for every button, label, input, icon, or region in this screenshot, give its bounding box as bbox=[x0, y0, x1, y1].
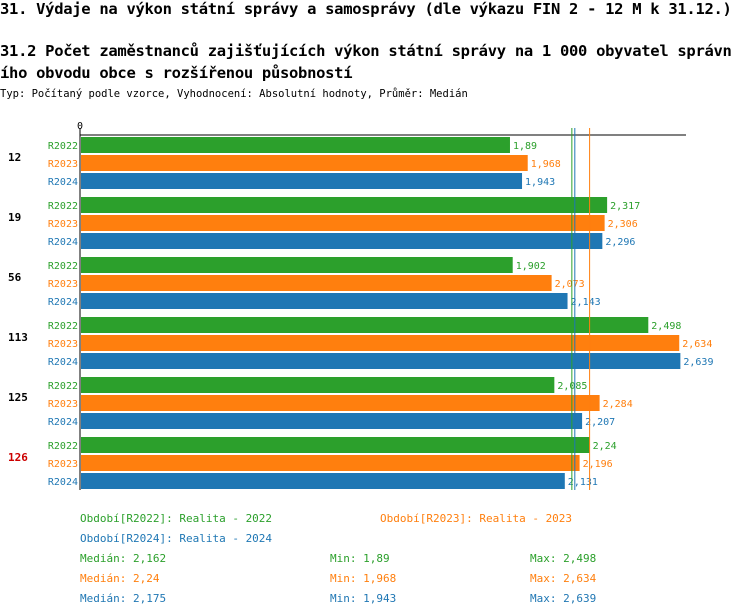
value-label: 1,89 bbox=[513, 141, 537, 152]
bar bbox=[81, 377, 555, 393]
value-label: 2,073 bbox=[555, 279, 585, 290]
value-label: 2,131 bbox=[568, 477, 598, 488]
stat-min-r2023: Min: 1,968 bbox=[330, 572, 397, 585]
chart-title-line2: ího obvodu obce s rozšířenou působností bbox=[0, 64, 353, 82]
bar bbox=[81, 137, 510, 153]
series-label: R2024 bbox=[48, 297, 78, 308]
value-label: 2,634 bbox=[682, 339, 712, 350]
bar bbox=[81, 335, 680, 351]
x-tick-label-0: 0 bbox=[77, 121, 83, 132]
series-label: R2024 bbox=[48, 477, 78, 488]
bar bbox=[81, 155, 528, 171]
series-label: R2023 bbox=[48, 339, 78, 350]
series-label: R2023 bbox=[48, 159, 78, 170]
bar bbox=[81, 233, 603, 249]
value-label: 2,296 bbox=[605, 237, 635, 248]
series-label: R2022 bbox=[48, 141, 78, 152]
bar bbox=[81, 413, 583, 429]
value-label: 2,284 bbox=[603, 399, 633, 410]
value-label: 1,902 bbox=[516, 261, 546, 272]
series-label: R2023 bbox=[48, 279, 78, 290]
bar bbox=[81, 275, 552, 291]
category-label: 125 bbox=[8, 391, 28, 404]
stat-median-r2024: Medián: 2,175 bbox=[80, 592, 167, 605]
value-label: 2,317 bbox=[610, 201, 640, 212]
chart-title-line1: 31.2 Počet zaměstnanců zajišťujících výk… bbox=[0, 42, 732, 60]
series-label: R2022 bbox=[48, 261, 78, 272]
bar bbox=[81, 257, 513, 273]
series-label: R2024 bbox=[48, 237, 78, 248]
series-label: R2023 bbox=[48, 399, 78, 410]
value-label: 2,24 bbox=[593, 441, 617, 452]
value-label: 2,207 bbox=[585, 417, 615, 428]
value-label: 1,943 bbox=[525, 177, 555, 188]
category-label: 19 bbox=[8, 211, 21, 224]
value-label: 2,498 bbox=[651, 321, 681, 332]
bar bbox=[81, 197, 608, 213]
bar bbox=[81, 437, 590, 453]
category-label: 113 bbox=[8, 331, 28, 344]
series-label: R2022 bbox=[48, 381, 78, 392]
series-label: R2024 bbox=[48, 417, 78, 428]
bar bbox=[81, 455, 580, 471]
series-label: R2023 bbox=[48, 459, 78, 470]
legend-r2022: Období[R2022]: Realita - 2022 bbox=[80, 512, 273, 525]
page-title: 31. Výdaje na výkon státní správy a samo… bbox=[0, 0, 732, 18]
bar bbox=[81, 395, 600, 411]
bar bbox=[81, 473, 565, 489]
value-label: 2,306 bbox=[608, 219, 638, 230]
stat-max-r2022: Max: 2,498 bbox=[530, 552, 597, 565]
category-label: 12 bbox=[8, 151, 21, 164]
category-label: 56 bbox=[8, 271, 22, 284]
value-label: 2,639 bbox=[683, 357, 713, 368]
stat-median-r2022: Medián: 2,162 bbox=[80, 552, 167, 565]
series-label: R2023 bbox=[48, 219, 78, 230]
stat-median-r2023: Medián: 2,24 bbox=[80, 572, 160, 585]
bar bbox=[81, 317, 649, 333]
stat-min-r2022: Min: 1,89 bbox=[330, 552, 390, 565]
bar bbox=[81, 293, 568, 309]
value-label: 2,196 bbox=[583, 459, 613, 470]
series-label: R2022 bbox=[48, 201, 78, 212]
series-label: R2024 bbox=[48, 357, 78, 368]
series-label: R2024 bbox=[48, 177, 78, 188]
bar bbox=[81, 353, 681, 369]
stat-max-r2024: Max: 2,639 bbox=[530, 592, 597, 605]
legend-r2024: Období[R2024]: Realita - 2024 bbox=[80, 532, 273, 545]
legend-r2023: Období[R2023]: Realita - 2023 bbox=[380, 512, 573, 525]
value-label: 2,143 bbox=[571, 297, 601, 308]
stat-max-r2023: Max: 2,634 bbox=[530, 572, 597, 585]
chart-meta: Typ: Počítaný podle vzorce, Vyhodnocení:… bbox=[0, 88, 468, 100]
bar bbox=[81, 215, 605, 231]
value-label: 2,085 bbox=[557, 381, 587, 392]
series-label: R2022 bbox=[48, 441, 78, 452]
bar bbox=[81, 173, 523, 189]
category-label: 126 bbox=[8, 451, 28, 464]
value-label: 1,968 bbox=[531, 159, 561, 170]
series-label: R2022 bbox=[48, 321, 78, 332]
stat-min-r2024: Min: 1,943 bbox=[330, 592, 397, 605]
